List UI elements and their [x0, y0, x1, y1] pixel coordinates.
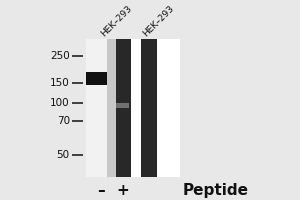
Text: 250: 250: [50, 51, 70, 61]
Text: –: –: [97, 183, 105, 198]
Text: 70: 70: [57, 116, 70, 126]
Bar: [116, 39, 131, 177]
Bar: [86, 72, 107, 85]
Bar: [86, 39, 107, 177]
Text: HEK–293: HEK–293: [141, 4, 176, 38]
Text: +: +: [116, 183, 129, 198]
Text: HEK–293: HEK–293: [99, 4, 134, 38]
Bar: [86, 39, 180, 177]
Text: 150: 150: [50, 78, 70, 88]
Bar: [116, 103, 129, 108]
Text: 100: 100: [50, 98, 70, 108]
Text: 50: 50: [57, 150, 70, 160]
Bar: [86, 39, 116, 177]
Text: Peptide: Peptide: [182, 183, 248, 198]
Bar: [141, 39, 158, 177]
